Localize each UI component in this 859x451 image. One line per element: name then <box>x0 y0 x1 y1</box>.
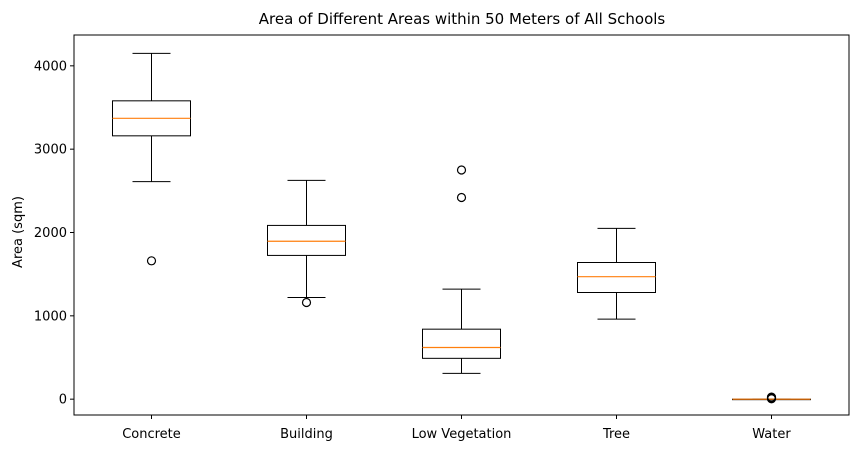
y-tick-label: 2000 <box>34 226 67 241</box>
box-tree <box>577 227 656 320</box>
chart-title: Area of Different Areas within 50 Meters… <box>259 10 666 28</box>
x-axis-ticks: Concrete Building Low Vegetation Tree Water <box>122 415 791 442</box>
boxes-group <box>112 52 811 404</box>
y-axis-ticks: 0 1000 2000 3000 4000 <box>34 59 74 408</box>
iqr-box <box>267 224 346 256</box>
outlier-point <box>766 392 777 402</box>
box-building <box>267 179 346 308</box>
iqr-box <box>422 328 501 359</box>
outlier-point <box>301 297 312 308</box>
iqr-box <box>577 262 656 293</box>
y-axis-label: Area (sqm) <box>11 196 26 268</box>
x-tick-label: Low Vegetation <box>412 427 512 442</box>
outlier-point <box>146 256 157 266</box>
y-tick-label: 3000 <box>34 143 67 158</box>
box-concrete <box>112 52 191 266</box>
box-water <box>732 392 811 404</box>
x-tick-label: Building <box>280 427 333 442</box>
box-low-vegetation <box>422 165 501 374</box>
y-tick-label: 1000 <box>34 309 67 324</box>
outlier-point <box>456 192 467 203</box>
outlier-point <box>456 165 467 175</box>
x-tick-label: Water <box>752 427 791 442</box>
y-tick-label: 4000 <box>34 59 67 74</box>
y-tick-label: 0 <box>59 393 67 408</box>
x-tick-label: Tree <box>602 427 630 442</box>
x-tick-label: Concrete <box>122 427 181 442</box>
